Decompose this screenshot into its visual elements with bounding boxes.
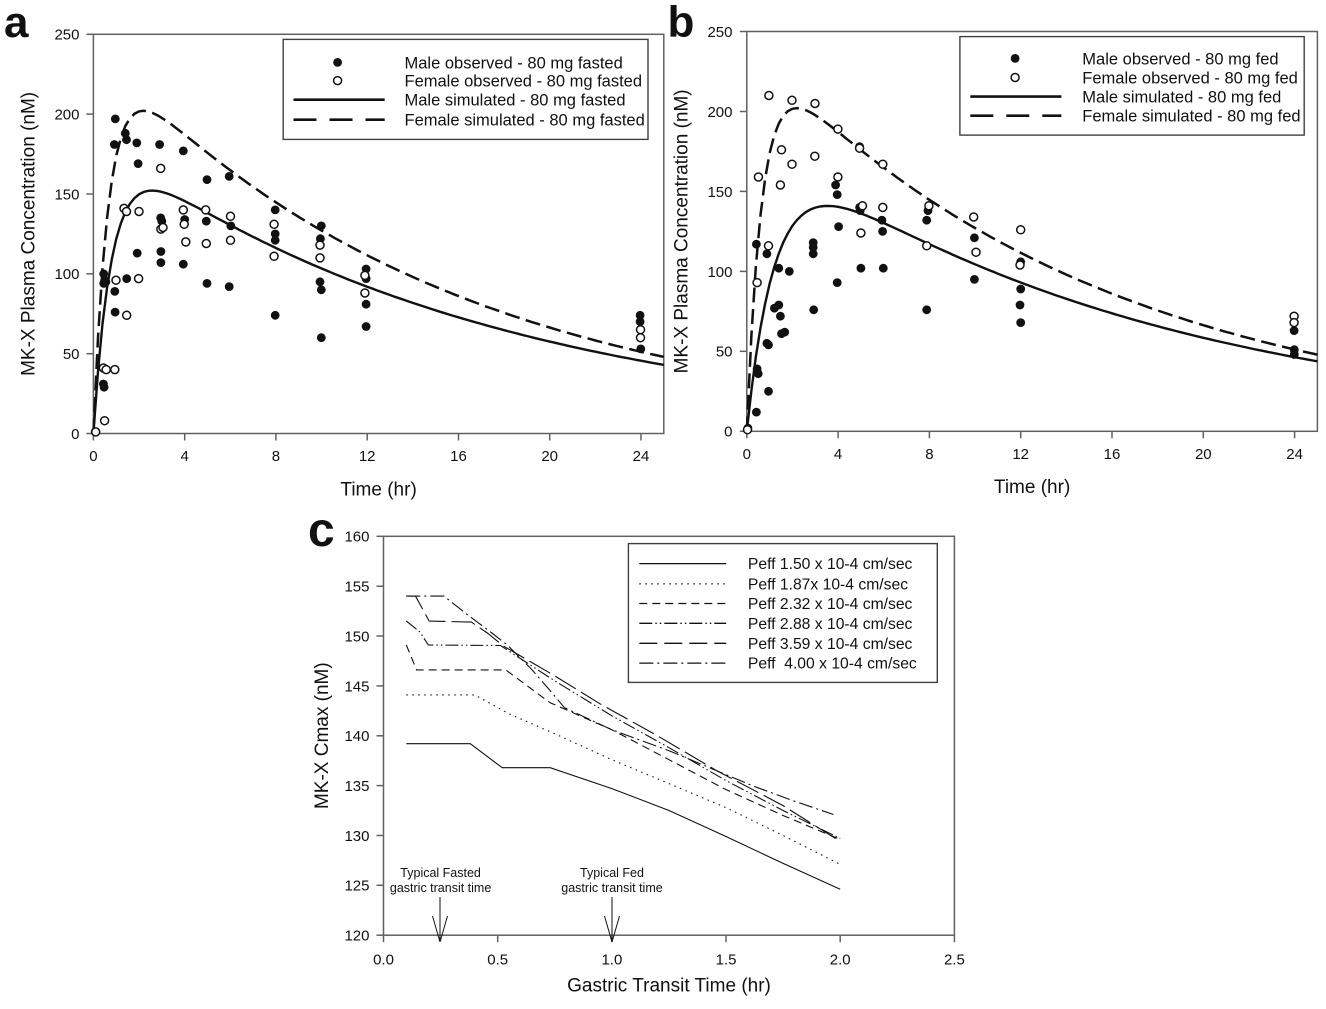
svg-text:120: 120 [344,928,369,945]
svg-text:b: b [668,0,695,47]
svg-text:Peff 3.59 x 10-4 cm/sec: Peff 3.59 x 10-4 cm/sec [748,636,913,653]
svg-text:16: 16 [1104,446,1121,463]
svg-text:135: 135 [344,778,369,795]
svg-text:200: 200 [54,107,79,124]
svg-text:150: 150 [707,184,732,201]
svg-text:24: 24 [633,448,650,465]
svg-text:Typical Fed: Typical Fed [580,866,644,880]
svg-text:250: 250 [707,24,732,41]
svg-text:Male observed - 80 mg fed: Male observed - 80 mg fed [1082,50,1278,68]
svg-text:Female simulated - 80 mg fed: Female simulated - 80 mg fed [1082,108,1300,126]
svg-text:Female observed - 80 mg fasted: Female observed - 80 mg fasted [405,73,643,91]
svg-text:gastric transit time: gastric transit time [561,881,662,895]
svg-text:145: 145 [344,678,369,695]
svg-text:MK-X Cmax (nM): MK-X Cmax (nM) [312,662,333,809]
svg-text:Male simulated - 80 mg fed: Male simulated - 80 mg fed [1082,89,1281,107]
svg-text:12: 12 [1012,446,1029,463]
svg-text:Peff 1.87x 10-4 cm/sec: Peff 1.87x 10-4 cm/sec [748,577,908,594]
svg-text:8: 8 [272,448,280,465]
svg-text:1.0: 1.0 [601,952,622,969]
svg-text:150: 150 [54,186,79,203]
svg-text:Male observed - 80 mg fasted: Male observed - 80 mg fasted [405,54,623,72]
svg-text:24: 24 [1286,446,1303,463]
svg-text:a: a [4,0,29,47]
svg-text:Peff 2.88 x 10-4 cm/sec: Peff 2.88 x 10-4 cm/sec [748,616,913,633]
svg-text:0: 0 [743,446,751,463]
svg-text:0: 0 [71,426,79,443]
svg-text:Time (hr): Time (hr) [994,477,1070,498]
svg-text:100: 100 [707,264,732,281]
svg-text:130: 130 [344,828,369,845]
svg-text:gastric transit time: gastric transit time [390,881,491,895]
svg-text:4: 4 [834,446,842,463]
svg-text:2.5: 2.5 [944,952,965,969]
svg-text:Typical Fasted: Typical Fasted [400,866,481,880]
svg-text:MK-X Plasma Concentration (nM): MK-X Plasma Concentration (nM) [671,89,692,373]
svg-text:125: 125 [344,878,369,895]
svg-text:160: 160 [344,529,369,546]
svg-text:2.0: 2.0 [830,952,851,969]
svg-text:150: 150 [344,628,369,645]
svg-text:250: 250 [54,27,79,44]
svg-text:0: 0 [724,424,732,441]
svg-text:20: 20 [541,448,558,465]
svg-text:MK-X Plasma Concentration (nM): MK-X Plasma Concentration (nM) [19,92,40,376]
svg-text:Time (hr): Time (hr) [340,479,416,500]
svg-text:0.0: 0.0 [373,952,394,969]
svg-text:Peff 2.32 x 10-4 cm/sec: Peff 2.32 x 10-4 cm/sec [748,596,913,613]
svg-text:155: 155 [344,579,369,596]
svg-text:c: c [308,504,335,557]
svg-text:0.5: 0.5 [487,952,508,969]
svg-text:100: 100 [54,266,79,283]
svg-text:140: 140 [344,728,369,745]
svg-text:4: 4 [181,448,189,465]
svg-text:50: 50 [63,346,80,363]
svg-text:20: 20 [1195,446,1212,463]
svg-text:Peff 1.50 x 10-4 cm/sec: Peff 1.50 x 10-4 cm/sec [748,556,913,573]
svg-text:200: 200 [707,104,732,121]
svg-text:Gastric Transit Time (hr): Gastric Transit Time (hr) [567,976,771,997]
svg-text:8: 8 [925,446,933,463]
svg-text:0: 0 [89,448,97,465]
svg-text:Female observed - 80 mg fed: Female observed - 80 mg fed [1082,70,1298,88]
svg-text:Peff 4.00 x 10-4 cm/sec: Peff 4.00 x 10-4 cm/sec [748,656,917,673]
svg-text:Female simulated - 80 mg faste: Female simulated - 80 mg fasted [405,112,645,130]
svg-text:12: 12 [359,448,376,465]
svg-text:Male simulated - 80 mg fasted: Male simulated - 80 mg fasted [405,92,626,110]
svg-text:16: 16 [450,448,467,465]
svg-text:50: 50 [716,344,733,361]
svg-text:1.5: 1.5 [716,952,737,969]
